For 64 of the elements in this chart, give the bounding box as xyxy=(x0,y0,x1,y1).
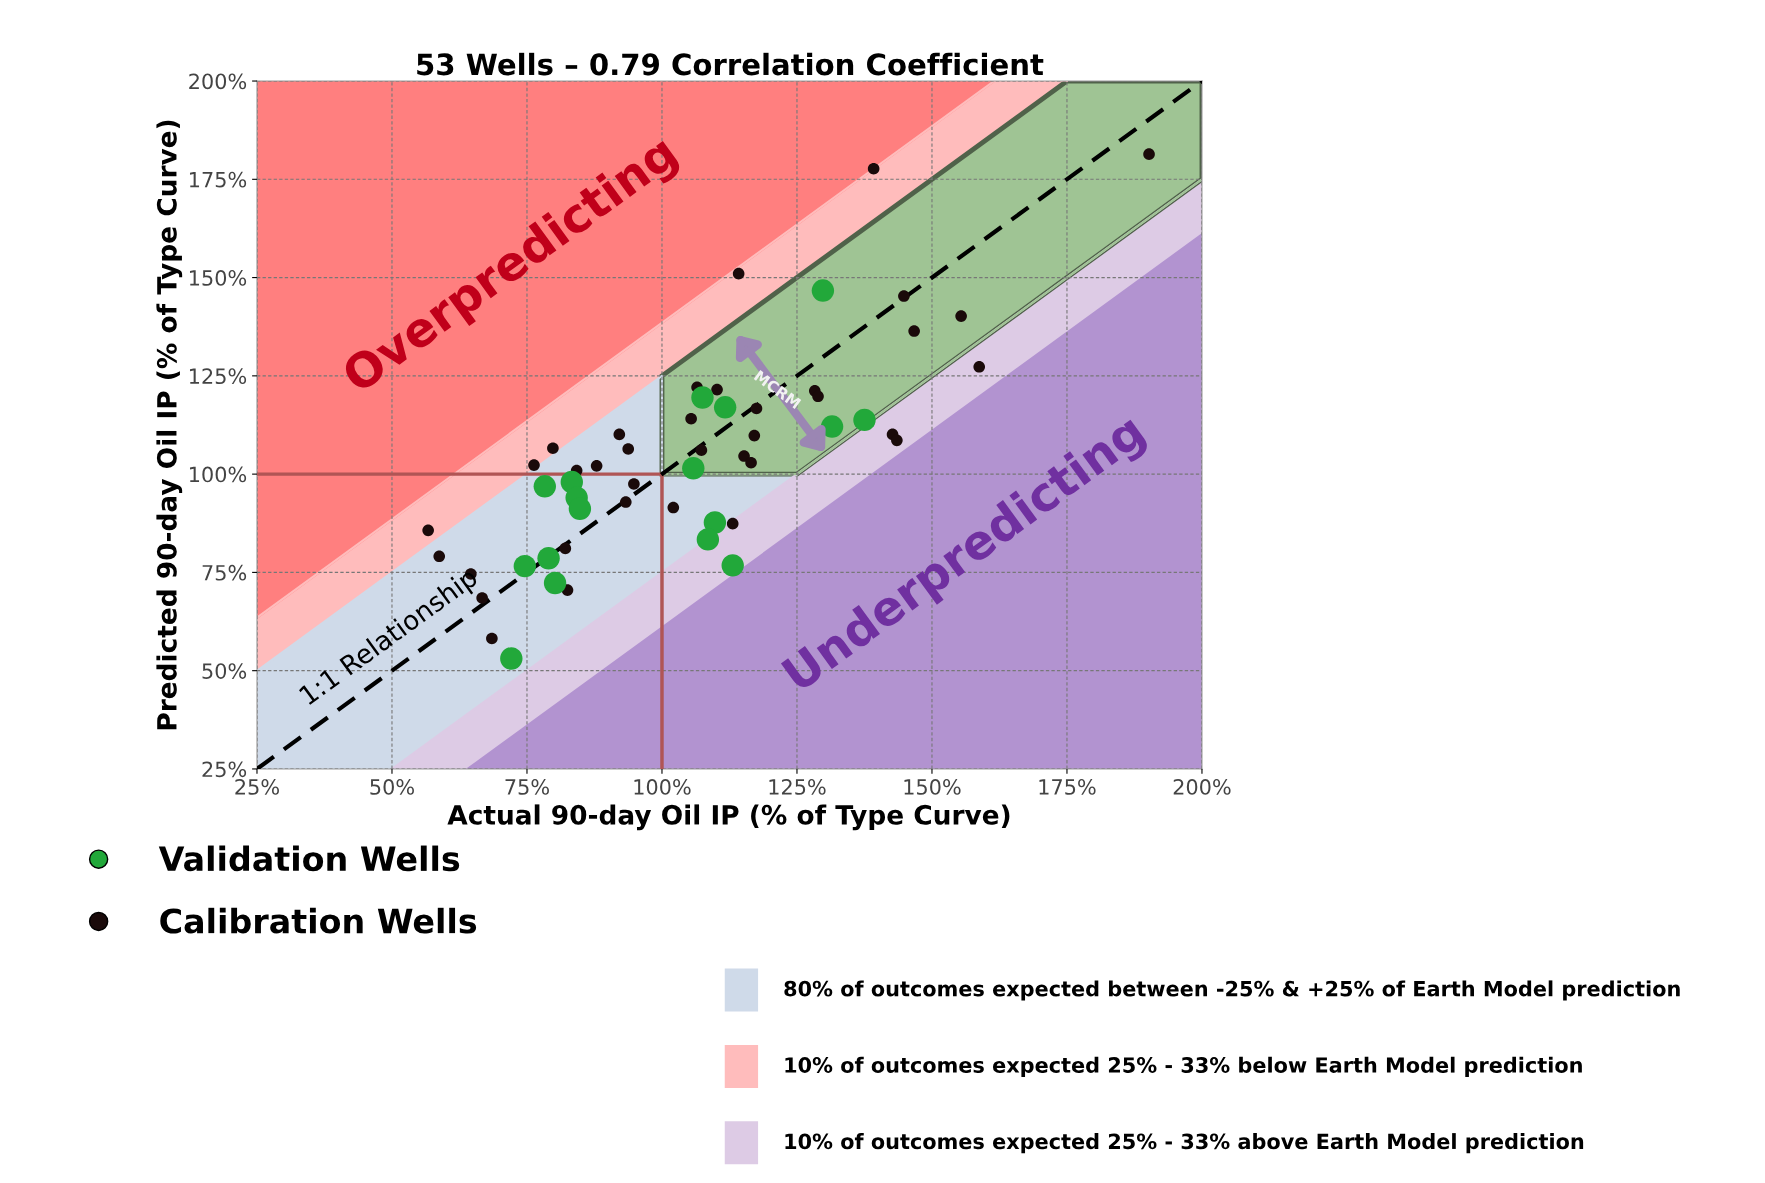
point xyxy=(713,396,737,419)
y-tick-label: 100% xyxy=(189,466,247,483)
point xyxy=(1143,148,1155,160)
y-tick-label: 200% xyxy=(189,73,247,90)
point xyxy=(867,162,880,175)
x-axis-title: Actual 90-day Oil IP (% of Type Curve) xyxy=(447,804,1010,831)
legend-label: Validation Wells xyxy=(158,845,460,872)
x-tick-label: 125% xyxy=(769,779,826,795)
point xyxy=(691,386,714,409)
point xyxy=(732,267,745,280)
x-tick-label: 175% xyxy=(1039,779,1096,795)
legend-label: Calibration Wells xyxy=(160,907,477,934)
x-tick-label: 75% xyxy=(505,779,549,795)
point xyxy=(695,444,708,456)
chart-title: 53 Wells – 0.79 Correlation Coefficient xyxy=(417,52,1044,76)
y-tick-label: 50% xyxy=(202,663,247,679)
point xyxy=(619,496,632,508)
point xyxy=(547,442,559,454)
y-tick-label: 75% xyxy=(202,564,247,581)
point xyxy=(628,478,640,490)
point xyxy=(745,456,757,469)
point xyxy=(486,632,498,645)
point xyxy=(559,542,572,555)
y-tick-label: 175% xyxy=(189,171,247,188)
point xyxy=(682,457,705,480)
point xyxy=(721,554,744,577)
point xyxy=(533,475,556,498)
point xyxy=(711,383,723,396)
point xyxy=(898,290,910,302)
point xyxy=(696,528,720,551)
point xyxy=(568,497,592,520)
x-tick-label: 100% xyxy=(634,779,691,795)
x-tick-label: 50% xyxy=(370,779,414,795)
point xyxy=(726,517,739,530)
legend-label: 80% of outcomes expected between -25% & +25% of Earth Model prediction xyxy=(784,980,1680,1001)
y-tick-label: 125% xyxy=(189,368,247,385)
point xyxy=(513,554,537,578)
point xyxy=(955,310,967,322)
point xyxy=(738,450,750,462)
point xyxy=(590,460,603,472)
point xyxy=(528,459,540,471)
point xyxy=(908,325,920,337)
x-tick-label: 150% xyxy=(904,779,961,795)
point xyxy=(613,428,626,441)
legend-label: 10% of outcomes expected 25% - 33% below Earth Model prediction xyxy=(785,1056,1582,1077)
point xyxy=(537,547,560,570)
point xyxy=(543,571,567,595)
point xyxy=(433,550,446,563)
point xyxy=(622,443,635,455)
y-tick-label: 25% xyxy=(202,761,247,778)
point xyxy=(476,592,488,604)
x-tick-label: 25% xyxy=(235,779,279,795)
point xyxy=(973,361,986,373)
y-tick-label: 150% xyxy=(189,270,247,286)
point xyxy=(811,279,835,302)
point xyxy=(500,647,523,670)
point xyxy=(685,412,697,425)
point xyxy=(667,501,680,514)
point xyxy=(422,524,434,537)
x-tick-label: 200% xyxy=(1173,779,1231,795)
point xyxy=(812,390,824,403)
legend-label: 10% of outcomes expected 25% - 33% above Earth Model prediction xyxy=(785,1133,1584,1154)
y-axis-title: Predicted 90-day Oil IP (% of Type Curve) xyxy=(156,120,183,730)
point xyxy=(748,429,761,442)
